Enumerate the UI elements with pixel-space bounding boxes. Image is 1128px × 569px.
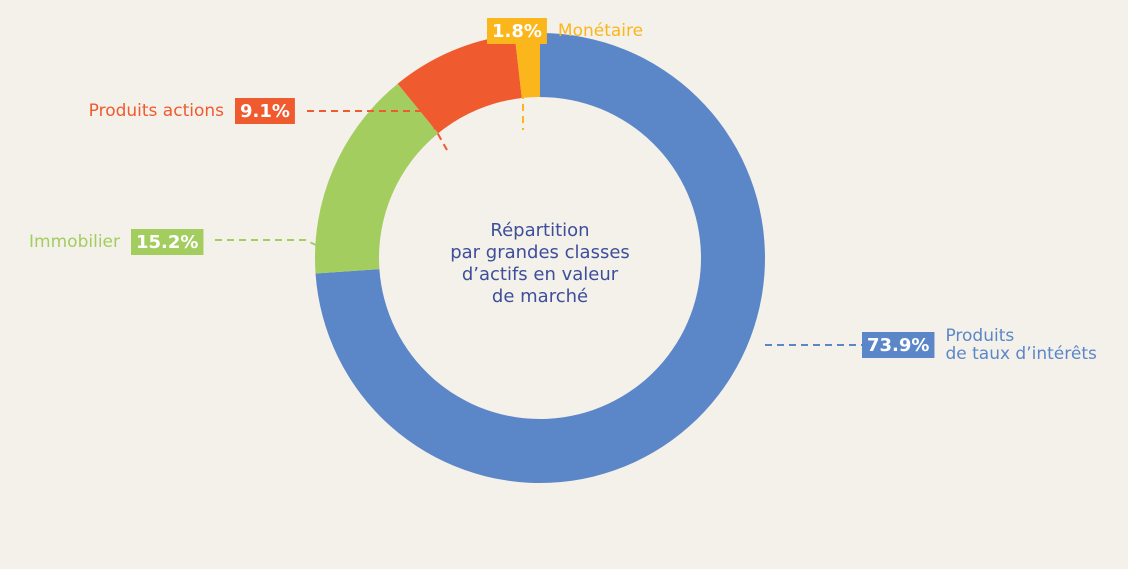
donut-segment	[315, 83, 439, 274]
value-label-box	[487, 18, 547, 44]
value-label-box	[131, 229, 204, 255]
value-label: 1.8%	[492, 21, 542, 42]
category-label: Produits actions	[89, 101, 225, 121]
value-label: 15.2%	[136, 232, 198, 253]
leader-line	[307, 110, 448, 151]
category-label: Monétaire	[558, 21, 643, 41]
value-label: 73.9%	[867, 335, 929, 356]
category-label: Immobilier	[29, 232, 120, 252]
value-label-box	[235, 98, 295, 124]
chart-title: Répartition par grandes classes d’actifs e…	[450, 220, 630, 307]
value-label-box	[862, 332, 935, 358]
donut-segment	[397, 34, 522, 134]
leader-line	[215, 239, 339, 256]
donut-segment	[514, 33, 540, 99]
category-label: Produits de taux d’intérêts	[945, 326, 1097, 364]
value-label: 9.1%	[240, 101, 290, 122]
